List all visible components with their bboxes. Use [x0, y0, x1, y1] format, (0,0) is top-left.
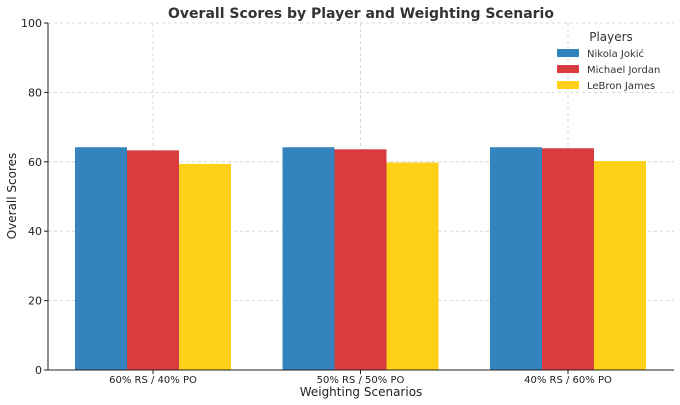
- legend-label: Nikola Jokić: [587, 48, 644, 60]
- y-tick-label: 100: [21, 17, 42, 30]
- bar: [594, 161, 646, 370]
- bar: [490, 147, 542, 370]
- x-tick-label: 50% RS / 50% PO: [317, 375, 405, 386]
- y-tick-label: 40: [28, 225, 42, 238]
- y-ticks: 0 20 40 60 80 100: [21, 17, 48, 377]
- x-ticks: 60% RS / 40% PO 50% RS / 50% PO 40% RS / 6…: [109, 370, 612, 386]
- bars: [75, 147, 646, 370]
- bar: [127, 150, 179, 370]
- legend: Players Nikola Jokić Michael Jordan LeBron…: [557, 30, 660, 92]
- bar: [75, 147, 127, 370]
- legend-title: Players: [589, 30, 633, 44]
- bar: [179, 163, 231, 370]
- bar: [386, 162, 439, 370]
- x-tick-label: 40% RS / 60% PO: [524, 375, 612, 386]
- legend-swatch: [557, 49, 579, 57]
- y-tick-label: 60: [28, 156, 42, 169]
- bar: [282, 147, 335, 370]
- legend-swatch: [557, 81, 579, 89]
- legend-label: LeBron James: [587, 81, 655, 92]
- y-tick-label: 0: [35, 364, 42, 377]
- y-tick-label: 20: [28, 295, 42, 308]
- x-axis-label: Weighting Scenarios: [300, 385, 423, 399]
- y-tick-label: 80: [28, 86, 42, 99]
- chart-title: Overall Scores by Player and Weighting S…: [168, 6, 554, 22]
- legend-label: Michael Jordan: [587, 65, 660, 76]
- y-axis-label: Overall Scores: [5, 153, 19, 240]
- bar: [542, 148, 594, 370]
- bar: [334, 149, 387, 370]
- legend-swatch: [557, 65, 579, 73]
- x-tick-label: 60% RS / 40% PO: [109, 375, 197, 386]
